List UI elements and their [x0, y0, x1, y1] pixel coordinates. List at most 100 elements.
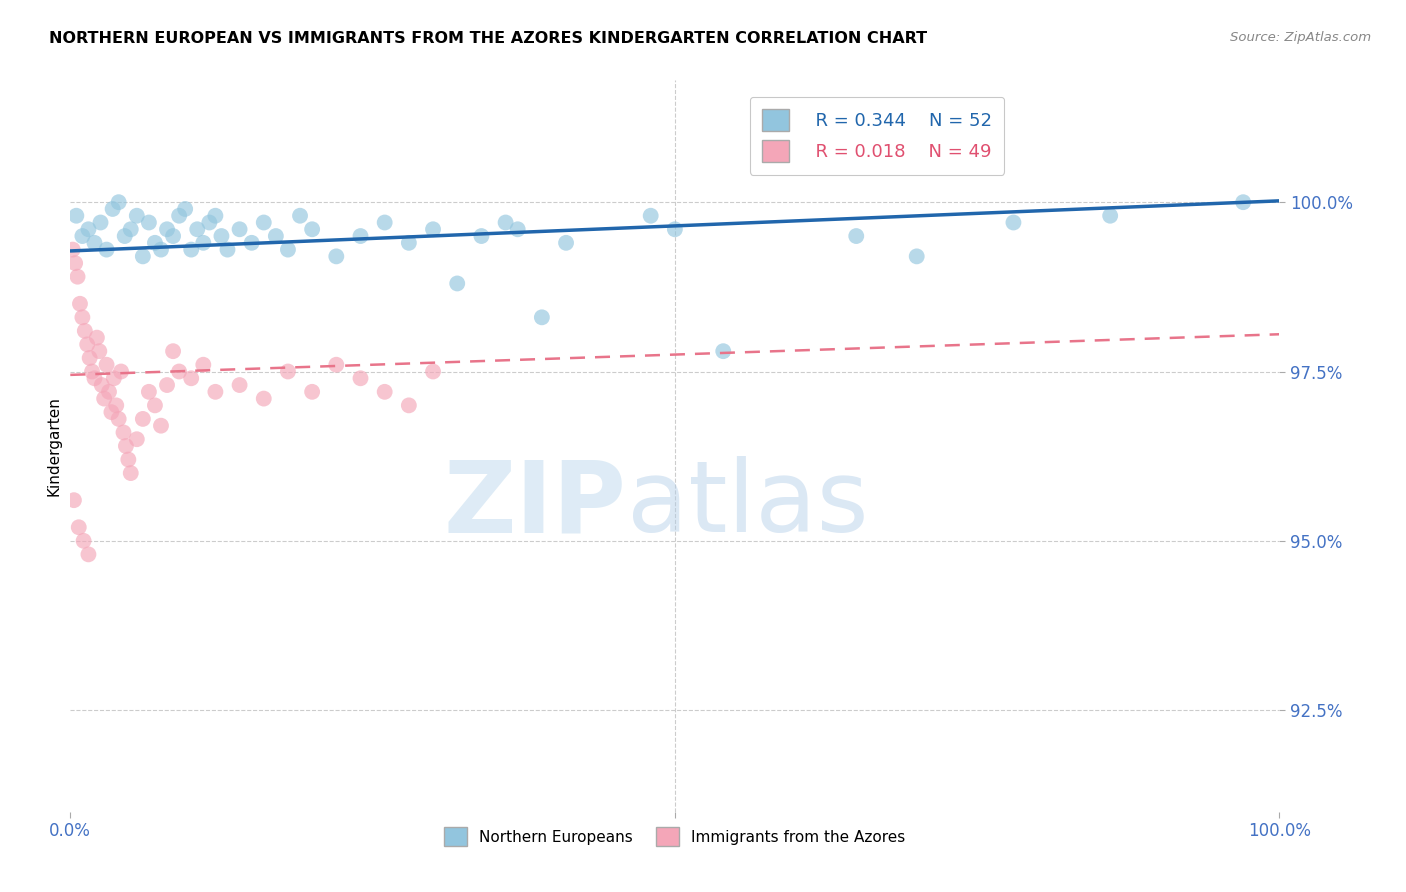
Point	[112, 425, 135, 440]
Point	[186, 222, 208, 236]
Point	[1002, 215, 1025, 229]
Point	[711, 344, 734, 359]
Point	[640, 209, 662, 223]
Point	[398, 235, 420, 250]
Point	[125, 209, 148, 223]
Point	[90, 215, 111, 229]
Point	[905, 249, 928, 263]
Point	[506, 222, 529, 236]
Point	[69, 297, 91, 311]
Point	[325, 358, 347, 372]
Point	[72, 229, 94, 244]
Point	[845, 229, 868, 244]
Point	[228, 222, 250, 236]
Point	[66, 269, 89, 284]
Point	[115, 439, 138, 453]
Point	[143, 235, 166, 250]
Point	[63, 493, 86, 508]
Point	[167, 209, 190, 223]
Point	[174, 202, 197, 216]
Point	[67, 520, 90, 534]
Point	[83, 371, 105, 385]
Point	[83, 235, 105, 250]
Point	[77, 547, 100, 561]
Point	[132, 249, 155, 263]
Point	[555, 235, 578, 250]
Point	[198, 215, 221, 229]
Point	[156, 222, 179, 236]
Point	[98, 384, 121, 399]
Point	[114, 229, 136, 244]
Point	[86, 331, 108, 345]
Point	[120, 466, 142, 480]
Y-axis label: Kindergarten: Kindergarten	[46, 396, 62, 496]
Point	[107, 412, 129, 426]
Point	[72, 533, 94, 548]
Point	[80, 364, 103, 378]
Point	[120, 222, 142, 236]
Point	[277, 243, 299, 257]
Point	[63, 256, 86, 270]
Point	[495, 215, 517, 229]
Point	[446, 277, 468, 291]
Text: Source: ZipAtlas.com: Source: ZipAtlas.com	[1230, 31, 1371, 45]
Point	[90, 378, 112, 392]
Point	[422, 222, 444, 236]
Point	[301, 222, 323, 236]
Point	[240, 235, 263, 250]
Point	[288, 209, 311, 223]
Point	[150, 418, 172, 433]
Point	[110, 364, 132, 378]
Point	[470, 229, 492, 244]
Legend: Northern Europeans, Immigrants from the Azores: Northern Europeans, Immigrants from the …	[434, 818, 915, 855]
Point	[143, 398, 166, 412]
Point	[180, 371, 202, 385]
Text: NORTHERN EUROPEAN VS IMMIGRANTS FROM THE AZORES KINDERGARTEN CORRELATION CHART: NORTHERN EUROPEAN VS IMMIGRANTS FROM THE…	[49, 31, 928, 46]
Point	[72, 310, 94, 325]
Point	[105, 398, 128, 412]
Point	[93, 392, 115, 406]
Point	[530, 310, 553, 325]
Point	[193, 358, 215, 372]
Point	[204, 384, 226, 399]
Point	[76, 337, 98, 351]
Point	[264, 229, 287, 244]
Point	[277, 364, 299, 378]
Point	[77, 222, 100, 236]
Point	[180, 243, 202, 257]
Point	[79, 351, 101, 365]
Point	[1099, 209, 1122, 223]
Point	[301, 384, 323, 399]
Point	[349, 229, 371, 244]
Point	[96, 243, 118, 257]
Point	[664, 222, 686, 236]
Point	[228, 378, 250, 392]
Point	[162, 229, 184, 244]
Point	[156, 378, 179, 392]
Point	[96, 358, 118, 372]
Point	[217, 243, 239, 257]
Point	[62, 243, 84, 257]
Point	[211, 229, 233, 244]
Point	[73, 324, 96, 338]
Point	[253, 215, 276, 229]
Point	[253, 392, 276, 406]
Point	[398, 398, 420, 412]
Point	[125, 432, 148, 446]
Point	[89, 344, 111, 359]
Point	[374, 384, 396, 399]
Text: atlas: atlas	[627, 456, 868, 553]
Point	[100, 405, 122, 419]
Point	[1232, 195, 1254, 210]
Point	[107, 195, 129, 210]
Point	[138, 384, 160, 399]
Point	[374, 215, 396, 229]
Point	[103, 371, 125, 385]
Point	[422, 364, 444, 378]
Text: ZIP: ZIP	[444, 456, 627, 553]
Point	[349, 371, 371, 385]
Point	[150, 243, 172, 257]
Point	[138, 215, 160, 229]
Point	[162, 344, 184, 359]
Point	[117, 452, 139, 467]
